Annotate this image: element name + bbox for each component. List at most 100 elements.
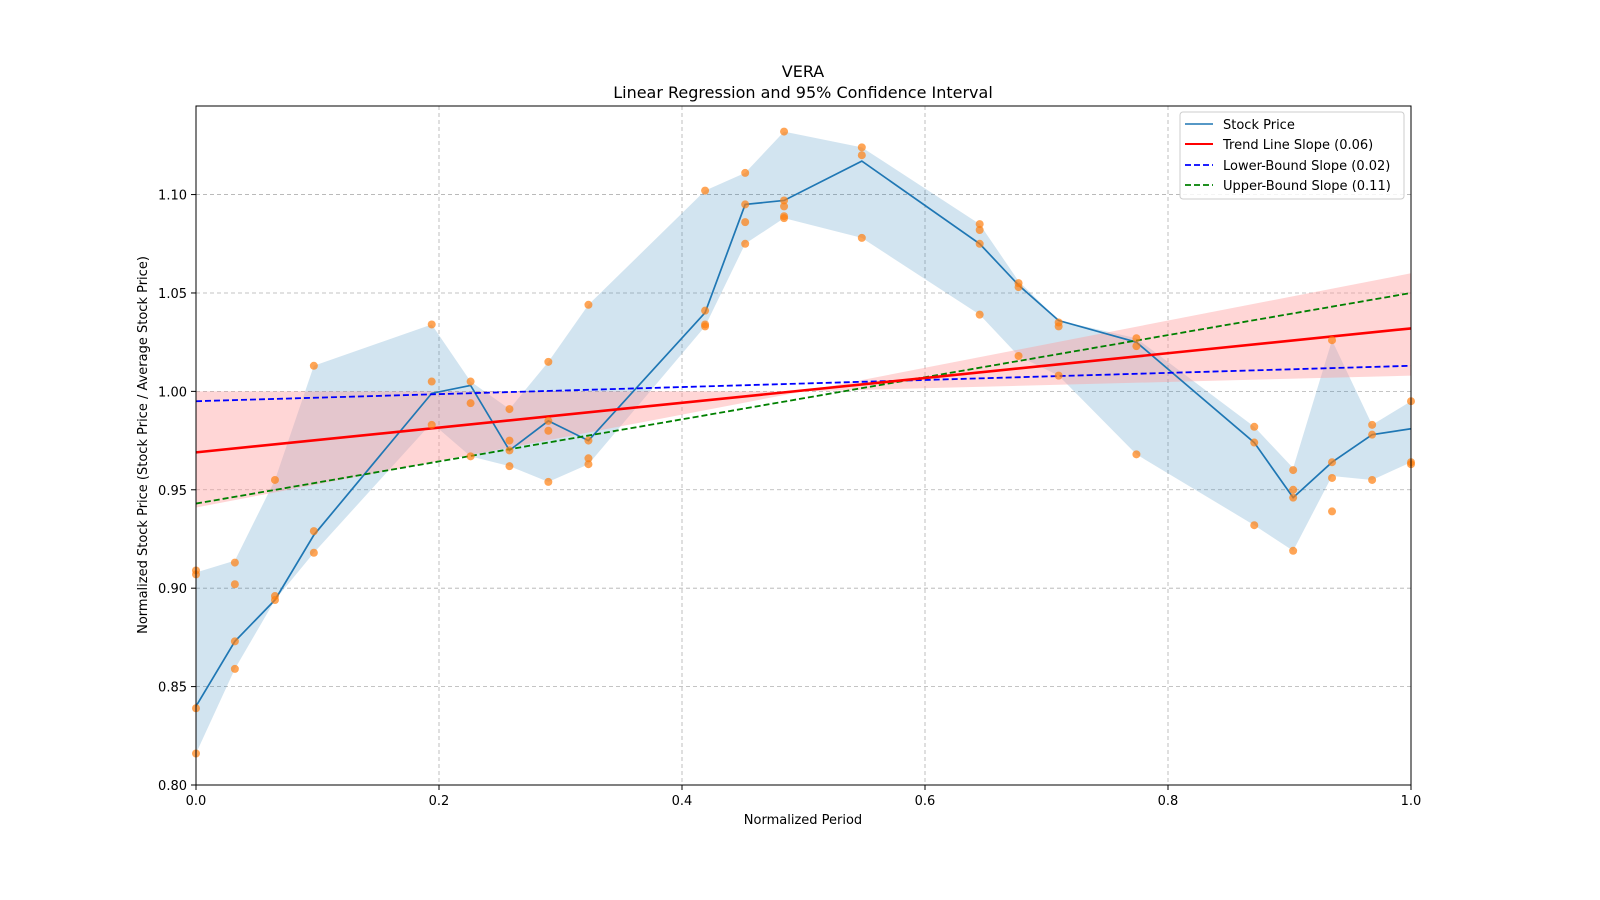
scatter-point xyxy=(975,225,984,234)
scatter-point xyxy=(466,377,475,386)
y-tick-label: 0.80 xyxy=(158,779,187,794)
scatter-point xyxy=(701,306,710,315)
upper-bound-line xyxy=(195,292,1412,505)
scatter-point xyxy=(1368,475,1377,484)
scatter-points xyxy=(192,127,1415,758)
scatter-point xyxy=(857,143,866,152)
scatter-point xyxy=(1132,334,1141,343)
y-tick-label: 1.10 xyxy=(158,189,187,204)
scatter-point xyxy=(975,239,984,248)
scatter-point xyxy=(1289,485,1298,494)
chart-title: VERA xyxy=(782,62,825,81)
scatter-point xyxy=(1328,458,1337,467)
scatter-point xyxy=(1132,450,1141,459)
scatter-point xyxy=(1014,351,1023,360)
scatter-point xyxy=(975,310,984,319)
legend-label-lower-bound: Lower-Bound Slope (0.02) xyxy=(1223,159,1390,174)
scatter-point xyxy=(427,420,436,429)
y-axis-ticks: 0.80 0.85 0.90 0.95 1.00 1.05 1.10 xyxy=(158,189,196,794)
scatter-point xyxy=(1328,507,1337,516)
y-tick-label: 1.00 xyxy=(158,385,187,400)
y-tick-label: 0.90 xyxy=(158,582,187,597)
x-tick-label: 0.4 xyxy=(672,794,693,809)
scatter-point xyxy=(741,168,750,177)
x-tick-label: 0.2 xyxy=(429,794,450,809)
scatter-point xyxy=(505,436,514,445)
scatter-point xyxy=(505,446,514,455)
scatter-point xyxy=(466,399,475,408)
scatter-point xyxy=(1328,473,1337,482)
scatter-point xyxy=(857,151,866,160)
lower-bound-line xyxy=(195,364,1412,403)
scatter-point xyxy=(309,527,318,536)
scatter-point xyxy=(741,239,750,248)
series-lines xyxy=(195,160,1412,707)
scatter-point xyxy=(505,405,514,414)
scatter-point xyxy=(1250,521,1259,530)
scatter-point xyxy=(230,664,239,673)
scatter-point xyxy=(780,214,789,223)
x-axis-ticks: 0.0 0.2 0.4 0.6 0.8 1.0 xyxy=(186,785,1422,809)
chart-subtitle: Linear Regression and 95% Confidence Int… xyxy=(613,83,993,102)
scatter-point xyxy=(584,460,593,469)
y-tick-label: 0.85 xyxy=(158,681,187,696)
scatter-point xyxy=(1250,438,1259,447)
legend-label-upper-bound: Upper-Bound Slope (0.11) xyxy=(1223,179,1391,194)
scatter-point xyxy=(584,300,593,309)
stock-price-band xyxy=(196,131,1411,754)
scatter-point xyxy=(975,220,984,229)
x-axis-label: Normalized Period xyxy=(744,813,862,828)
scatter-point xyxy=(741,218,750,227)
scatter-point xyxy=(230,558,239,567)
scatter-point xyxy=(780,202,789,211)
y-axis-label: Normalized Stock Price (Stock Price / Av… xyxy=(136,256,151,634)
legend-label-trend-line: Trend Line Slope (0.06) xyxy=(1222,138,1373,153)
scatter-point xyxy=(584,436,593,445)
scatter-point xyxy=(1250,422,1259,431)
y-tick-label: 1.05 xyxy=(158,287,187,302)
scatter-point xyxy=(1368,420,1377,429)
scatter-point xyxy=(1289,466,1298,475)
scatter-point xyxy=(584,454,593,463)
x-tick-label: 1.0 xyxy=(1401,794,1422,809)
scatter-point xyxy=(544,357,553,366)
confidence-bands xyxy=(196,131,1411,754)
scatter-point xyxy=(230,580,239,589)
scatter-point xyxy=(1014,283,1023,292)
stock-price-line xyxy=(195,160,1412,707)
scatter-point xyxy=(230,637,239,646)
scatter-point xyxy=(270,595,279,604)
trend-line xyxy=(195,327,1412,454)
legend: Stock Price Trend Line Slope (0.06) Lowe… xyxy=(1179,111,1405,200)
grid xyxy=(196,106,1411,785)
x-tick-label: 0.8 xyxy=(1158,794,1179,809)
scatter-point xyxy=(544,416,553,425)
x-tick-label: 0.6 xyxy=(915,794,936,809)
scatter-point xyxy=(544,426,553,435)
scatter-point xyxy=(309,361,318,370)
scatter-point xyxy=(270,475,279,484)
legend-label-stock-price: Stock Price xyxy=(1223,118,1295,133)
scatter-point xyxy=(427,320,436,329)
scatter-point xyxy=(701,322,710,331)
scatter-point xyxy=(505,462,514,471)
scatter-point xyxy=(780,196,789,205)
x-tick-label: 0.0 xyxy=(186,794,207,809)
scatter-point xyxy=(780,127,789,136)
scatter-point xyxy=(1132,342,1141,351)
legend-box xyxy=(1179,111,1405,200)
scatter-point xyxy=(427,377,436,386)
scatter-point xyxy=(701,186,710,195)
plot-frame xyxy=(195,105,1412,786)
scatter-point xyxy=(1054,322,1063,331)
scatter-point xyxy=(1289,493,1298,502)
y-tick-label: 0.95 xyxy=(158,484,187,499)
scatter-point xyxy=(857,233,866,242)
scatter-point xyxy=(544,477,553,486)
scatter-point xyxy=(1368,430,1377,439)
scatter-point xyxy=(1328,336,1337,345)
trend-line-band xyxy=(196,273,1411,508)
scatter-point xyxy=(741,200,750,209)
scatter-point xyxy=(1054,371,1063,380)
